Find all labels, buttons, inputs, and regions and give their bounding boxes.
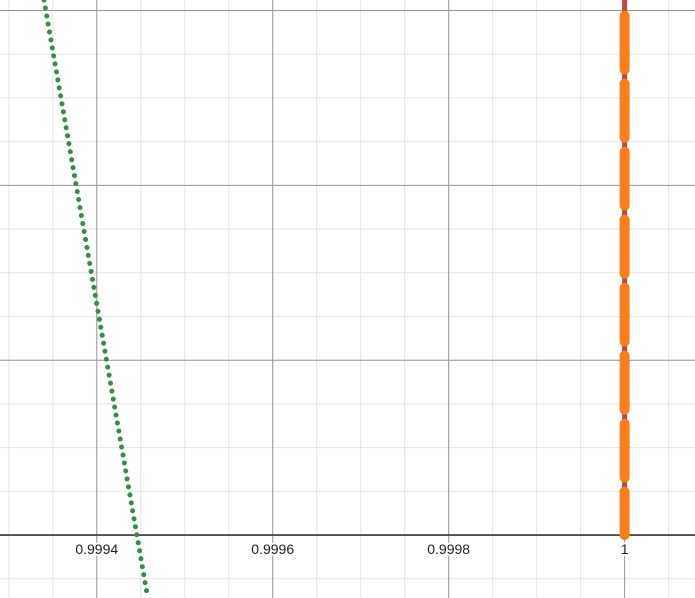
x-tick-label: 0.9998: [427, 541, 470, 557]
series-layer: [41, 0, 630, 598]
x-tick-label: 0.9994: [75, 541, 118, 557]
series-dotted-line: [41, 0, 151, 598]
x-tick-label: 1: [621, 541, 629, 557]
x-tick-labels: 0.9994 0.9996 0.9998 1: [73, 539, 630, 559]
x-tick-label: 0.9996: [251, 541, 294, 557]
